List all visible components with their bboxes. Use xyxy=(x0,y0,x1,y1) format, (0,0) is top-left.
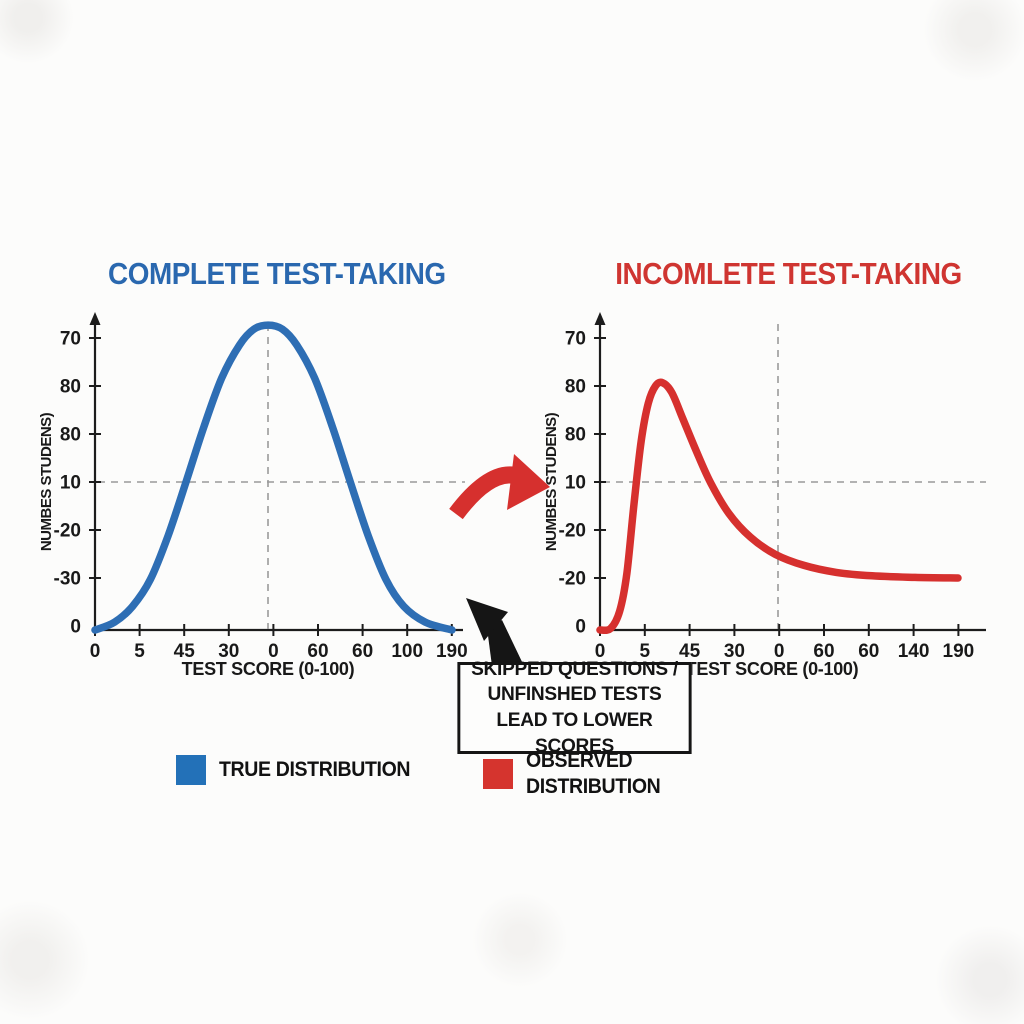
callout-arrow-head xyxy=(466,598,508,641)
transition-arrow-icon xyxy=(449,454,550,520)
blue-swatch-icon xyxy=(176,755,206,785)
transition-arrow-head xyxy=(507,454,550,510)
x-tick-label: 140 xyxy=(898,641,930,662)
y-tick-label: 10 xyxy=(565,473,586,494)
distribution-curve xyxy=(91,321,456,634)
legend-item-observed-distribution: OBSERVED DISTRIBUTION xyxy=(483,748,671,799)
y-tick-label: -20 xyxy=(559,521,586,542)
y-tick-label: 80 xyxy=(565,377,586,398)
x-tick-label: 0 xyxy=(268,641,279,662)
y-tick-label: 80 xyxy=(60,377,81,398)
y-axis-arrowhead-icon xyxy=(594,312,606,325)
y-axis-title: NUMBES STUDENS) xyxy=(543,412,560,551)
x-tick-label: 60 xyxy=(858,641,879,662)
x-axis-title: TEST SCORE (0-100) xyxy=(686,659,859,679)
y-tick-label: 80 xyxy=(60,425,81,446)
legend-label: OBSERVED DISTRIBUTION xyxy=(526,749,661,798)
callout-box: SKIPPED QUESTIONS / UNFINSHED TESTS LEAD… xyxy=(457,658,692,757)
x-tick-label: 100 xyxy=(391,641,423,662)
distribution-curve xyxy=(596,378,962,635)
left-chart-title: COMPLETE TEST-TAKING xyxy=(108,256,446,291)
x-tick-label: 0 xyxy=(595,641,606,662)
y-axis-arrowhead-icon xyxy=(89,312,101,325)
y-tick-label: -20 xyxy=(559,569,586,590)
x-tick-label: 60 xyxy=(813,641,834,662)
x-tick-label: 0 xyxy=(774,641,785,662)
y-tick-label: 0 xyxy=(70,617,81,638)
x-tick-label: 45 xyxy=(679,641,701,662)
y-tick-label: 80 xyxy=(565,425,586,446)
x-tick-label: 60 xyxy=(307,641,328,662)
x-tick-label: 190 xyxy=(943,641,975,662)
x-tick-label: 5 xyxy=(134,641,145,662)
legend-item-true-distribution: TRUE DISTRIBUTION xyxy=(176,755,425,785)
callout-line-2: UNFINSHED TESTS xyxy=(487,683,662,706)
x-tick-label: 5 xyxy=(640,641,651,662)
red-swatch-icon xyxy=(483,758,513,789)
y-tick-label: 70 xyxy=(60,329,81,350)
x-tick-label: 60 xyxy=(352,641,373,662)
y-tick-label: 70 xyxy=(565,329,586,350)
y-tick-label: 0 xyxy=(575,617,586,638)
x-tick-label: 45 xyxy=(174,641,196,662)
callout-arrow-icon xyxy=(466,598,524,666)
x-axis-title: TEST SCORE (0-100) xyxy=(182,659,355,679)
x-tick-label: 30 xyxy=(218,641,239,662)
callout-arrow-tail xyxy=(487,620,524,666)
y-tick-label: 10 xyxy=(60,473,81,494)
callout-line-3: LEAD TO LOWER SCORES xyxy=(496,709,653,757)
right-chart-title: INCOMLETE TEST-TAKING xyxy=(615,256,962,291)
x-tick-label: 30 xyxy=(724,641,745,662)
x-tick-label: 190 xyxy=(436,641,468,662)
y-tick-label: -20 xyxy=(54,521,81,542)
y-axis-title: NUMBES STUDENS) xyxy=(38,412,55,551)
callout-line-1: SKIPPED QUESTIONS / xyxy=(471,657,678,680)
legend-label: TRUE DISTRIBUTION xyxy=(219,758,411,782)
x-tick-label: 0 xyxy=(90,641,101,662)
y-tick-label: -30 xyxy=(54,569,81,590)
